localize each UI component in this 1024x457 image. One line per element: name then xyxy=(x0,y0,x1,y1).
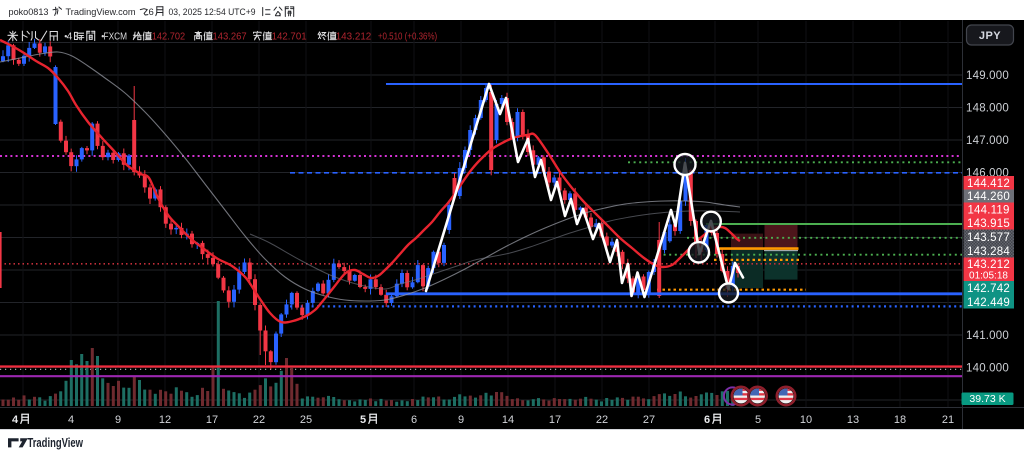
svg-text:6: 6 xyxy=(149,7,154,18)
svg-text:147.000: 147.000 xyxy=(966,135,1009,147)
svg-text:6: 6 xyxy=(411,414,417,426)
svg-text:03, 2025 12:54 UTC+9: 03, 2025 12:54 UTC+9 xyxy=(169,7,256,18)
svg-text:143.212: 143.212 xyxy=(336,31,372,43)
svg-text:141.000: 141.000 xyxy=(966,330,1009,342)
svg-text:4: 4 xyxy=(68,414,74,426)
svg-text:142.702: 142.702 xyxy=(152,31,186,43)
svg-text:01:05:18: 01:05:18 xyxy=(969,271,1008,282)
svg-text:142.701: 142.701 xyxy=(272,31,307,43)
svg-text:142.742: 142.742 xyxy=(967,283,1010,295)
svg-text:12: 12 xyxy=(159,414,171,426)
svg-text:9: 9 xyxy=(458,414,464,426)
svg-text:10: 10 xyxy=(800,414,812,426)
svg-text:TradingView.com: TradingView.com xyxy=(66,7,136,18)
svg-text:27: 27 xyxy=(643,414,655,426)
svg-text:144.260: 144.260 xyxy=(967,191,1010,203)
svg-text:14: 14 xyxy=(502,414,514,426)
svg-text:5: 5 xyxy=(360,414,366,426)
svg-text:17: 17 xyxy=(549,414,561,426)
svg-text:JPY: JPY xyxy=(979,30,1001,42)
svg-text:4: 4 xyxy=(67,31,73,43)
svg-text:17: 17 xyxy=(206,414,218,426)
svg-text:143.284: 143.284 xyxy=(967,246,1010,258)
svg-text:22: 22 xyxy=(253,414,265,426)
svg-text:149.000: 149.000 xyxy=(966,70,1009,82)
svg-text:144.119: 144.119 xyxy=(967,204,1009,216)
svg-text:poko0813: poko0813 xyxy=(9,7,49,18)
svg-text:143.267: 143.267 xyxy=(213,31,247,43)
svg-text:142.449: 142.449 xyxy=(967,297,1010,309)
svg-text:+0.510 (+0.36%): +0.510 (+0.36%) xyxy=(378,31,437,43)
svg-text:FXCM: FXCM xyxy=(104,31,128,43)
svg-text:18: 18 xyxy=(894,414,906,426)
svg-text:143.212: 143.212 xyxy=(967,259,1010,271)
svg-text:22: 22 xyxy=(596,414,608,426)
svg-text:21: 21 xyxy=(942,414,954,426)
svg-text:144.412: 144.412 xyxy=(967,178,1010,190)
svg-text:140.000: 140.000 xyxy=(966,363,1009,375)
svg-text:39.73 K: 39.73 K xyxy=(969,393,1005,405)
svg-text:143.577: 143.577 xyxy=(967,232,1010,244)
svg-text:9: 9 xyxy=(115,414,121,426)
svg-text:TradingView: TradingView xyxy=(28,435,84,450)
svg-text:25: 25 xyxy=(300,414,312,426)
svg-text:4: 4 xyxy=(12,414,19,426)
svg-text:143.915: 143.915 xyxy=(967,218,1010,230)
svg-text:5: 5 xyxy=(755,414,761,426)
svg-text:13: 13 xyxy=(847,414,859,426)
svg-text:6: 6 xyxy=(704,414,710,426)
svg-text:148.000: 148.000 xyxy=(966,103,1009,115)
